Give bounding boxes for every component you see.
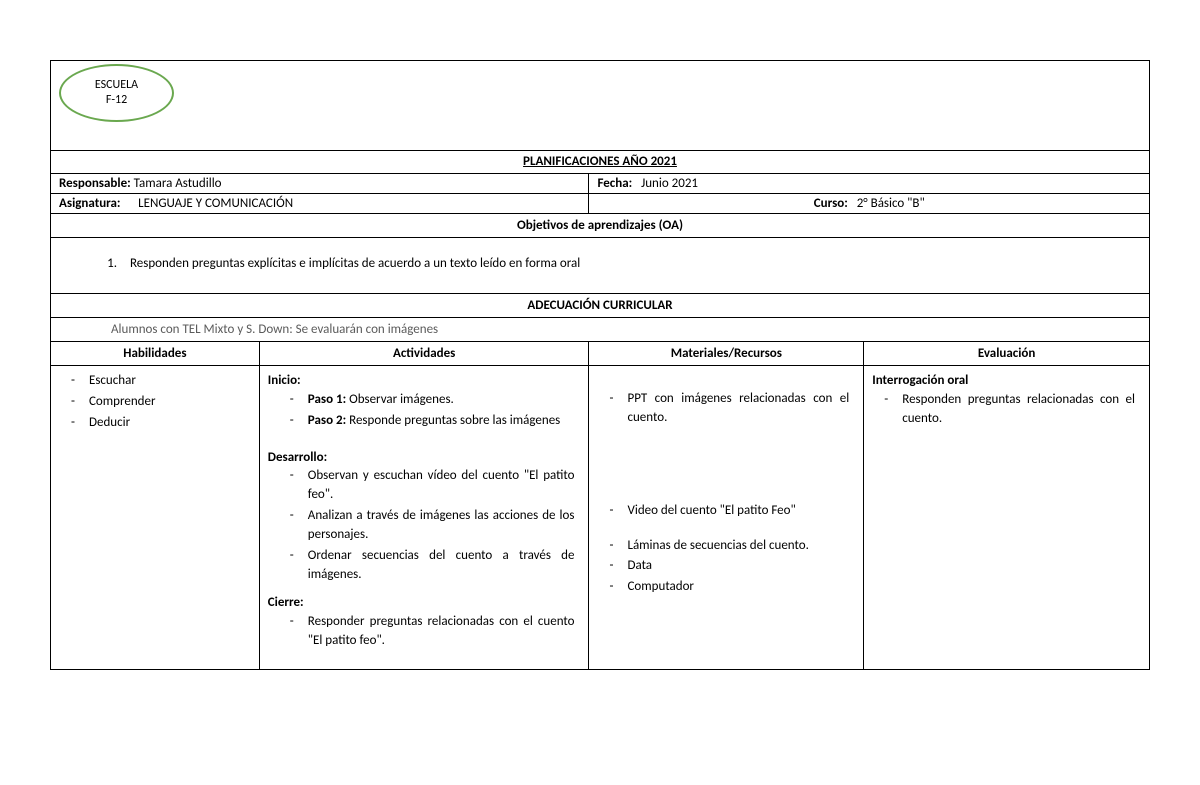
- curso-cell: Curso: 2° Básico "B": [589, 194, 1150, 214]
- oa-body: 1. Responden preguntas explícitas e impl…: [51, 238, 1150, 294]
- adec-header: ADECUACIÓN CURRICULAR: [51, 294, 1150, 318]
- list-item: Analizan a través de imágenes las accion…: [268, 507, 581, 545]
- list-item: Paso 1: Observar imágenes.: [268, 391, 581, 410]
- curso-label: Curso:: [814, 196, 848, 211]
- logo-cell: ESCUELA F-12: [51, 61, 1150, 151]
- inicio-label: Inicio:: [268, 372, 581, 391]
- inicio-list: Paso 1: Observar imágenes. Paso 2: Respon…: [268, 391, 581, 431]
- fecha-label: Fecha:: [597, 176, 632, 191]
- evaluacion-cell: Interrogación oral Responden preguntas r…: [864, 366, 1150, 670]
- oa-header: Objetivos de aprendizajes (OA): [51, 214, 1150, 238]
- responsable-cell: Responsable: Tamara Astudillo: [51, 174, 589, 194]
- school-logo: ESCUELA F-12: [59, 64, 174, 122]
- desarrollo-label: Desarrollo:: [268, 449, 581, 468]
- materiales-inicio-list: PPT con imágenes relacionadas con el cue…: [597, 390, 855, 428]
- adec-body: Alumnos con TEL Mixto y S. Down: Se eval…: [51, 318, 1150, 342]
- plan-title: PLANIFICACIONES AÑO 2021: [51, 151, 1150, 174]
- col-materiales: Materiales/Recursos: [589, 342, 864, 366]
- logo-line1: ESCUELA: [95, 78, 138, 93]
- list-item: PPT con imágenes relacionadas con el cue…: [597, 390, 855, 428]
- list-item: Escuchar: [59, 372, 251, 391]
- col-evaluacion: Evaluación: [864, 342, 1150, 366]
- col-actividades: Actividades: [259, 342, 589, 366]
- asignatura-cell: Asignatura: LENGUAJE Y COMUNICACIÓN: [51, 194, 589, 214]
- list-item: Data: [597, 557, 855, 576]
- oa-text: Responden preguntas explícitas e implíci…: [130, 256, 580, 271]
- list-item: Video del cuento "El patito Feo": [597, 502, 855, 521]
- responsable-value: Tamara Astudillo: [134, 176, 222, 191]
- responsable-label: Responsable:: [59, 176, 131, 191]
- materiales-desarrollo-list: Video del cuento "El patito Feo" Láminas …: [597, 502, 855, 597]
- list-item: Láminas de secuencias del cuento.: [597, 537, 855, 556]
- cierre-list: Responder preguntas relacionadas con el …: [268, 613, 581, 651]
- habilidades-cell: Escuchar Comprender Deducir: [51, 366, 260, 670]
- asignatura-value: LENGUAJE Y COMUNICACIÓN: [138, 196, 293, 211]
- list-item: Observan y escuchan vídeo del cuento "El…: [268, 467, 581, 505]
- list-item: Comprender: [59, 393, 251, 412]
- list-item: Responder preguntas relacionadas con el …: [268, 613, 581, 651]
- fecha-value: Junio 2021: [641, 176, 698, 191]
- col-habilidades: Habilidades: [51, 342, 260, 366]
- list-item: Paso 2: Responde preguntas sobre las imá…: [268, 412, 581, 431]
- actividades-cell: Inicio: Paso 1: Observar imágenes. Paso 2…: [259, 366, 589, 670]
- evaluacion-title: Interrogación oral: [872, 372, 1141, 391]
- list-item: Responden preguntas relacionadas con el …: [872, 391, 1141, 429]
- fecha-cell: Fecha: Junio 2021: [589, 174, 1150, 194]
- logo-line2: F-12: [106, 93, 127, 108]
- oa-number: 1.: [91, 256, 117, 271]
- asignatura-label: Asignatura:: [59, 196, 121, 211]
- materiales-cell: PPT con imágenes relacionadas con el cue…: [589, 366, 864, 670]
- list-item: Ordenar secuencias del cuento a través d…: [268, 547, 581, 585]
- cierre-label: Cierre:: [268, 594, 581, 613]
- list-item: Computador: [597, 578, 855, 597]
- habilidades-list: Escuchar Comprender Deducir: [59, 372, 251, 433]
- list-item: Deducir: [59, 414, 251, 433]
- evaluacion-list: Responden preguntas relacionadas con el …: [872, 391, 1141, 429]
- curso-value: 2° Básico "B": [857, 196, 925, 211]
- desarrollo-list: Observan y escuchan vídeo del cuento "El…: [268, 467, 581, 584]
- planning-table: ESCUELA F-12 PLANIFICACIONES AÑO 2021 Re…: [50, 60, 1150, 670]
